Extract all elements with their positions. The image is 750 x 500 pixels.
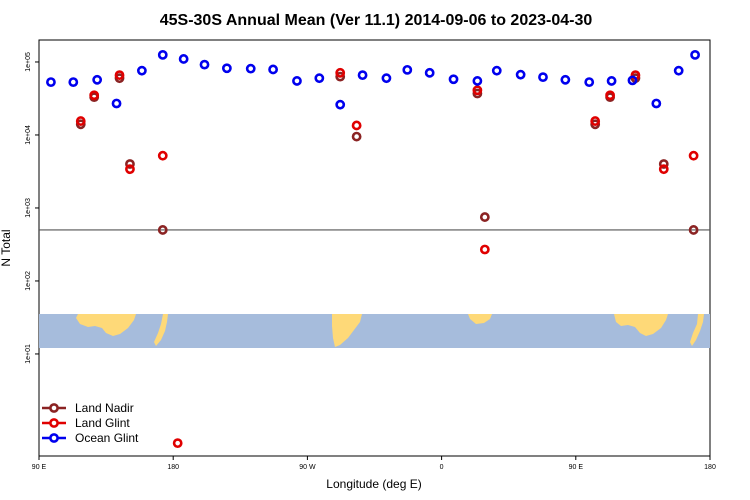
data-point bbox=[125, 159, 135, 169]
data-point bbox=[658, 159, 669, 169]
x-tick-label: 90 W bbox=[299, 464, 316, 471]
data-point bbox=[351, 131, 362, 142]
data-point bbox=[605, 90, 615, 101]
south-america-landmass bbox=[332, 314, 362, 347]
data-point bbox=[245, 63, 256, 74]
y-tick-label: 1e+05 bbox=[25, 52, 32, 72]
x-axis: 90 E 180 90 W 0 90 E 180 bbox=[32, 456, 716, 471]
new-zealand-landmass-repeat bbox=[690, 314, 704, 346]
legend-swatch-marker bbox=[49, 403, 59, 413]
data-point bbox=[157, 49, 168, 60]
data-point bbox=[606, 76, 617, 86]
legend-item: Land Nadir bbox=[42, 401, 134, 415]
data-point bbox=[172, 438, 183, 449]
data-point bbox=[651, 98, 662, 109]
ocean-band bbox=[39, 314, 710, 348]
south-africa-landmass bbox=[468, 314, 492, 324]
x-axis-label: Longitude (deg E) bbox=[326, 477, 421, 491]
data-point bbox=[590, 116, 601, 126]
legend-item: Land Glint bbox=[42, 416, 130, 430]
data-point bbox=[381, 73, 392, 84]
x-tick-label: 180 bbox=[704, 464, 716, 471]
data-point bbox=[424, 67, 435, 78]
data-point bbox=[335, 99, 346, 110]
y-tick-label: 1e+03 bbox=[25, 198, 32, 218]
data-point bbox=[335, 71, 346, 82]
y-tick-label: 1e+02 bbox=[25, 271, 32, 291]
data-point bbox=[221, 63, 232, 74]
x-tick-label: 180 bbox=[167, 464, 179, 471]
chart-title: 45S-30S Annual Mean (Ver 11.1) 2014-09-0… bbox=[160, 12, 593, 29]
plot-frame bbox=[38, 39, 711, 457]
data-point bbox=[136, 65, 147, 76]
data-point bbox=[688, 150, 699, 161]
australia-landmass-repeat bbox=[614, 314, 668, 336]
data-point bbox=[448, 74, 459, 85]
data-point bbox=[75, 116, 86, 126]
new-zealand-landmass bbox=[154, 314, 168, 346]
data-point bbox=[157, 225, 168, 235]
y-tick-label: 1e+01 bbox=[25, 344, 32, 364]
data-point bbox=[351, 120, 362, 131]
data-point bbox=[515, 69, 526, 80]
data-point bbox=[472, 85, 483, 96]
data-point bbox=[292, 76, 302, 86]
data-points bbox=[46, 49, 700, 449]
data-point bbox=[627, 75, 638, 86]
legend-swatch-marker bbox=[49, 418, 59, 428]
data-point bbox=[314, 73, 325, 84]
x-tick-label: 90 E bbox=[32, 464, 47, 471]
data-point bbox=[178, 54, 189, 64]
data-point bbox=[114, 70, 125, 81]
y-axis-label: N Total bbox=[0, 229, 13, 266]
data-point bbox=[89, 90, 100, 101]
data-point bbox=[46, 77, 56, 88]
data-point bbox=[560, 74, 571, 85]
legend-label: Land Glint bbox=[75, 416, 130, 430]
x-tick-label: 90 E bbox=[569, 464, 584, 471]
data-point bbox=[92, 74, 103, 85]
legend-item: Ocean Glint bbox=[42, 431, 139, 445]
data-point bbox=[111, 98, 122, 109]
data-point bbox=[335, 67, 346, 78]
series-land-glint bbox=[75, 67, 699, 449]
data-point bbox=[658, 164, 669, 175]
data-point bbox=[673, 65, 684, 76]
series-ocean-glint bbox=[46, 49, 700, 110]
data-point bbox=[199, 59, 210, 70]
data-point bbox=[491, 65, 502, 76]
data-point bbox=[479, 244, 490, 255]
y-tick-label: 1e+04 bbox=[25, 125, 32, 145]
data-point bbox=[688, 225, 699, 235]
legend-label: Ocean Glint bbox=[75, 431, 139, 445]
legend-label: Land Nadir bbox=[75, 401, 134, 415]
data-point bbox=[538, 72, 548, 83]
data-point bbox=[690, 49, 700, 60]
legend-swatch-marker bbox=[49, 433, 59, 443]
map-strip bbox=[39, 314, 710, 348]
data-point bbox=[68, 77, 79, 88]
data-point bbox=[125, 164, 135, 175]
x-tick-label: 0 bbox=[440, 464, 444, 471]
data-point bbox=[472, 76, 483, 86]
data-point bbox=[268, 64, 279, 75]
y-axis: 1e+01 1e+02 1e+03 1e+04 1e+05 bbox=[25, 52, 39, 364]
data-point bbox=[157, 150, 168, 161]
data-point bbox=[357, 70, 368, 81]
data-point bbox=[402, 64, 413, 75]
australia-landmass bbox=[76, 314, 136, 336]
data-point bbox=[584, 77, 595, 88]
data-point bbox=[479, 212, 490, 222]
